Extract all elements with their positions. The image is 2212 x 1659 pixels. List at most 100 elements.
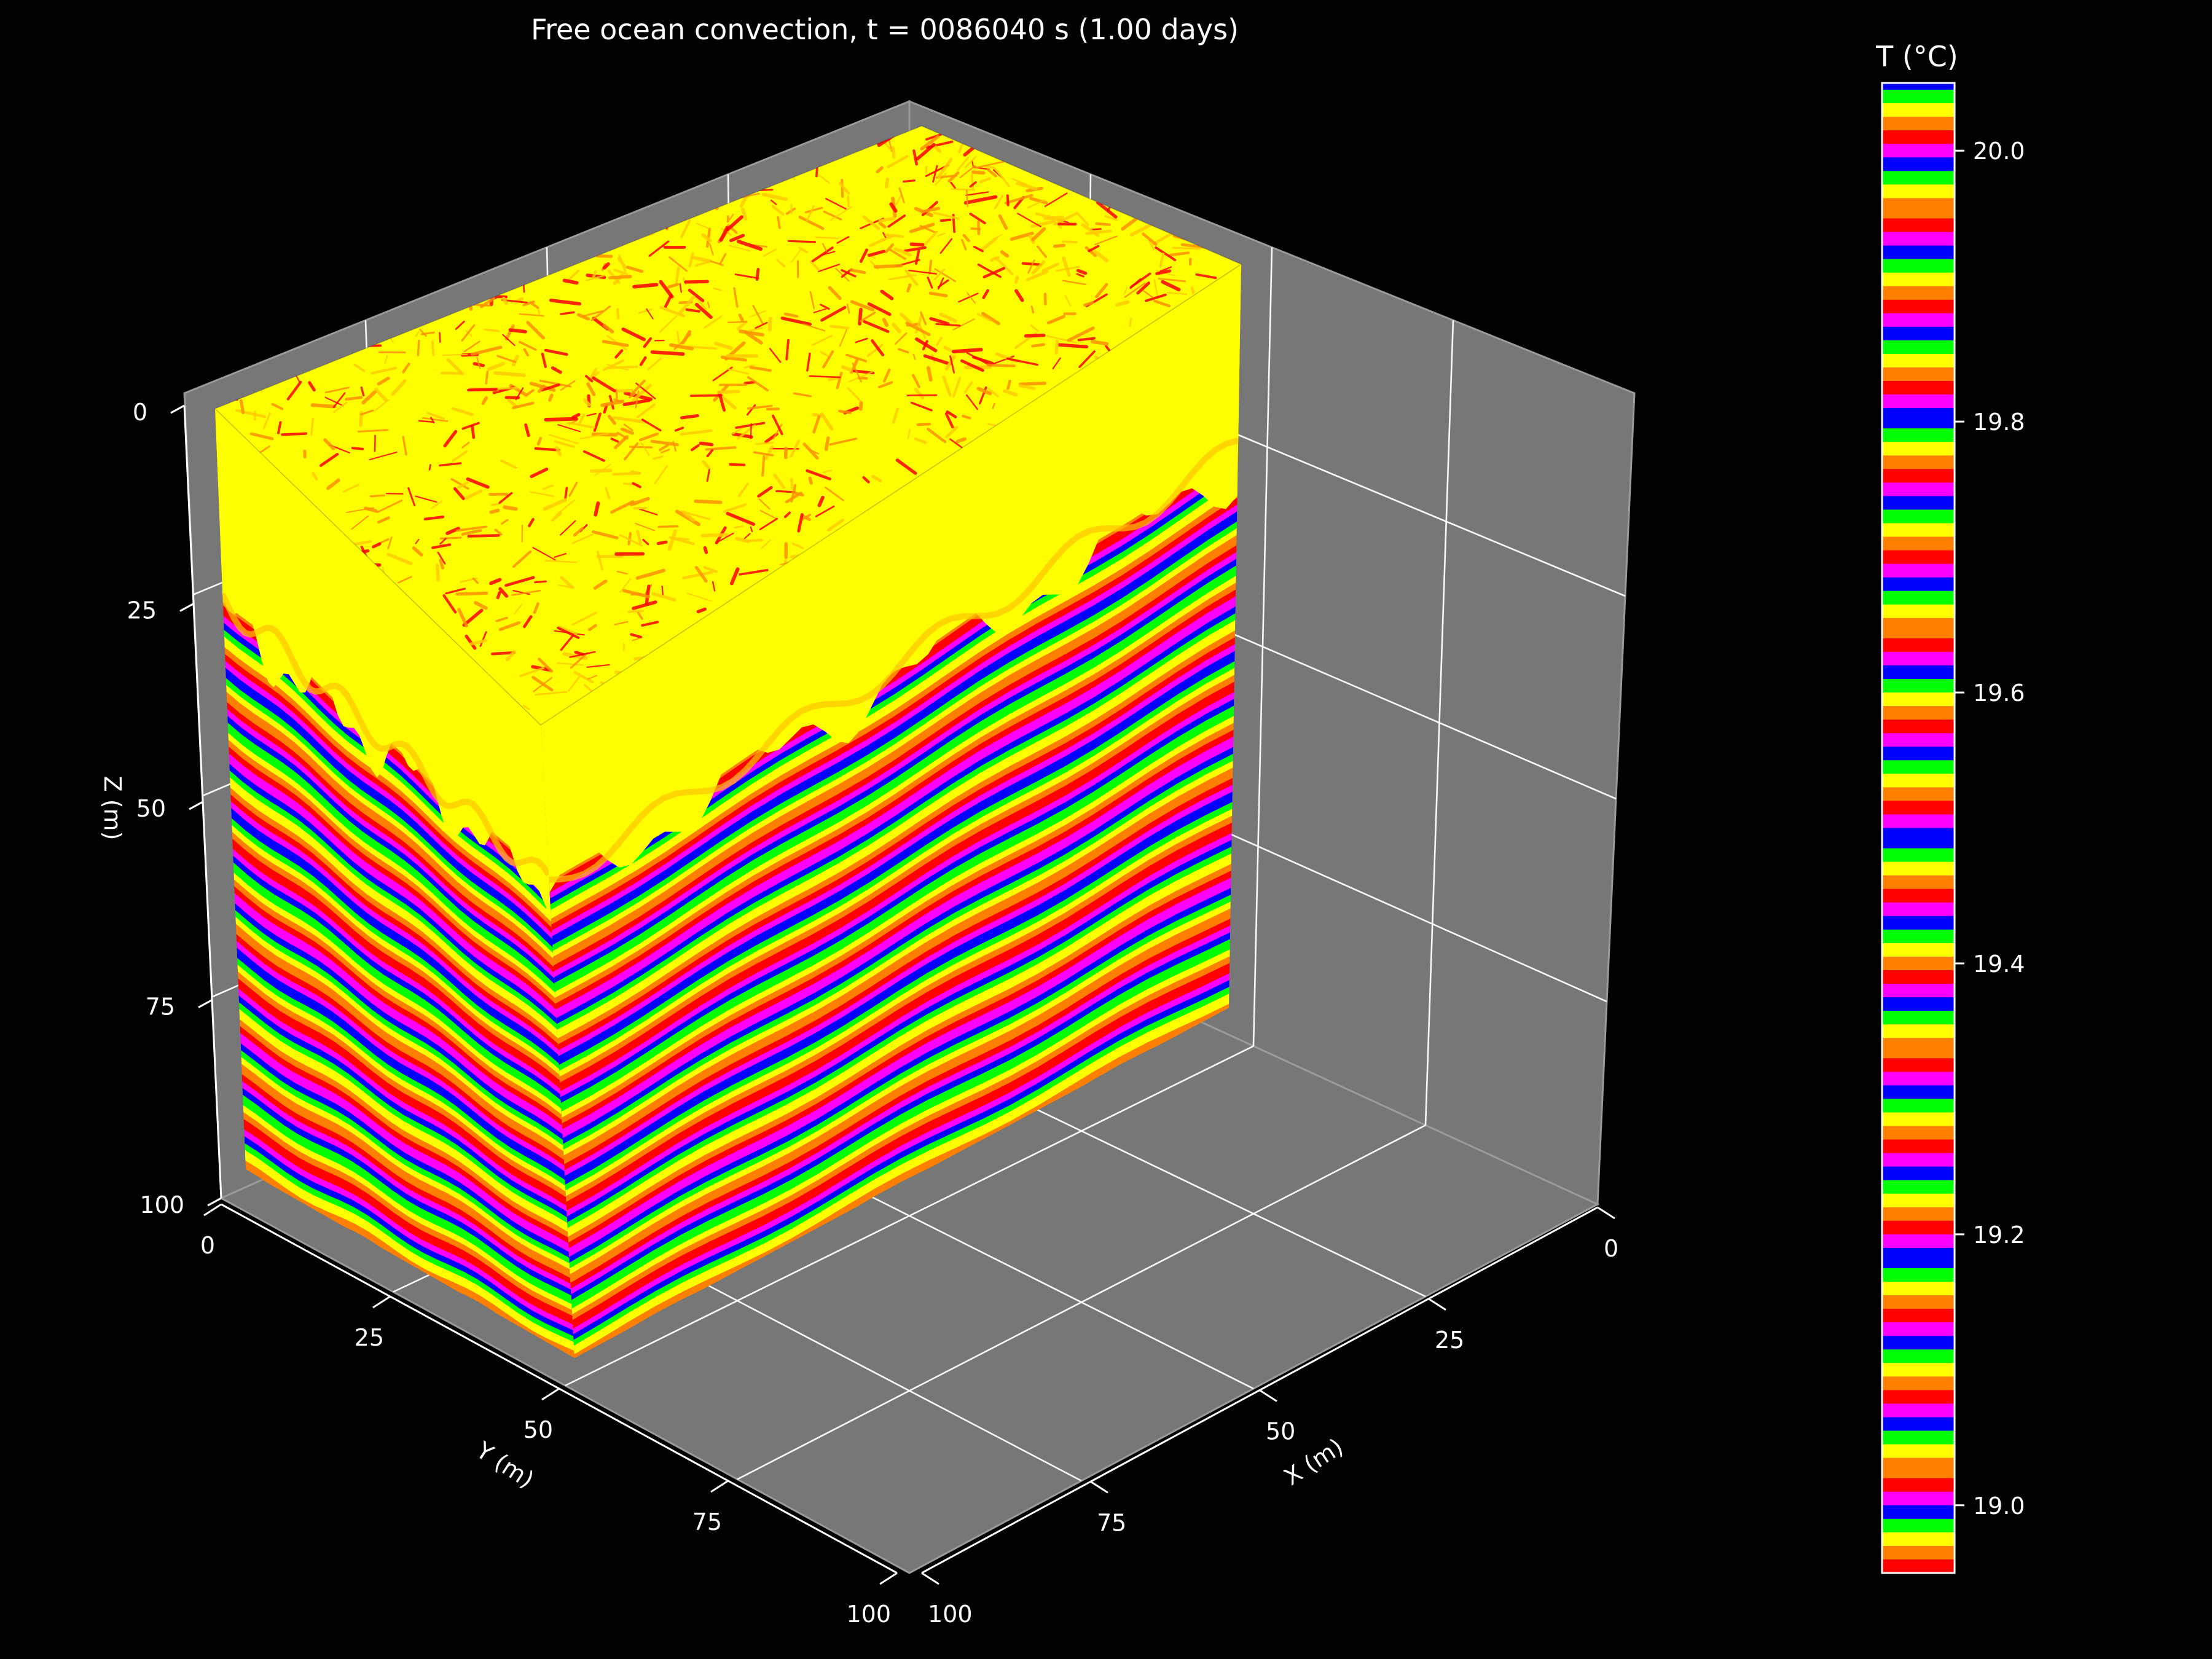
colorbar-band (1882, 299, 1955, 307)
surface-plume (523, 348, 530, 357)
surface-plume (1041, 262, 1060, 272)
temperature-band (243, 1094, 571, 1300)
colorbar-band (1882, 970, 1955, 978)
surface-plume (1151, 230, 1176, 246)
surface-plume (656, 540, 668, 546)
colorbar-band (1882, 550, 1955, 558)
temperature-band (572, 963, 1230, 1324)
temperature-band (235, 910, 563, 1144)
surface-plume (1019, 382, 1047, 386)
surface-plume (484, 328, 500, 332)
colorbar-band (1882, 828, 1955, 836)
surface-plume (636, 530, 642, 544)
surface-plume (734, 525, 743, 529)
colorbar-band (1882, 388, 1955, 395)
surface-plume (586, 412, 597, 417)
temperature-band (238, 998, 567, 1219)
colorbar-stripes (1882, 83, 1955, 1574)
temperature-band (243, 1112, 573, 1314)
surface-plume (798, 246, 808, 254)
surface-plume (636, 403, 656, 418)
surface-plume (791, 543, 804, 549)
surface-plume (426, 412, 445, 420)
surface-plume (860, 312, 876, 323)
surface-plume (1148, 240, 1155, 251)
colorbar-band (1882, 157, 1955, 165)
colorbar-band (1882, 1004, 1955, 1011)
temperature-band (242, 1088, 571, 1294)
surface-plume (554, 552, 567, 558)
temperature-band (227, 702, 554, 971)
surface-plume (928, 259, 933, 275)
surface-plume (461, 441, 470, 449)
colorbar-band (1882, 530, 1955, 538)
surface-plume (841, 365, 852, 372)
surface-plume (790, 249, 801, 264)
temperature-band (234, 882, 562, 1121)
temperature-band (558, 644, 1235, 1055)
chart-title: Free ocean convection, t = 0086040 s (1.… (531, 13, 1239, 46)
surface-plume (539, 379, 571, 388)
colorbar-band (1882, 1457, 1955, 1465)
surface-plume (620, 427, 635, 435)
surface-plume (971, 170, 986, 175)
colorbar-band (1882, 956, 1955, 964)
surface-plume (892, 323, 901, 334)
surface-plume (470, 345, 503, 356)
surface-plume (569, 651, 596, 658)
temperature-band (559, 657, 1235, 1067)
surface-plume (952, 348, 983, 354)
surface-plume (557, 662, 584, 666)
temperature-band (571, 932, 1230, 1299)
surface-plume (615, 388, 618, 399)
surface-plume (758, 498, 771, 510)
surface-plume (1077, 213, 1089, 226)
colorbar-band (1882, 1058, 1955, 1066)
colorbar-band (1882, 1316, 1955, 1323)
temperature-band (237, 944, 565, 1173)
y-axis-tick (203, 1203, 222, 1217)
colorbar-band (1882, 523, 1955, 531)
colorbar-band (1882, 449, 1955, 457)
temperature-band (562, 733, 1234, 1131)
surface-plume (928, 291, 948, 297)
surface-plume (887, 214, 906, 228)
temperature-band (238, 978, 567, 1202)
temperature-band (237, 968, 566, 1193)
colorbar-band (1882, 780, 1955, 788)
surface-plume (418, 420, 434, 423)
surface-plume (654, 465, 668, 485)
surface-plume (498, 587, 509, 598)
surface-plume (826, 519, 844, 532)
surface-plume (377, 377, 390, 386)
temperature-band (241, 1057, 570, 1268)
x-axis-tick-label: 100 (928, 1601, 973, 1628)
temperature-band (239, 1009, 568, 1228)
surface-plume (534, 447, 561, 452)
surface-plume (757, 485, 773, 498)
colorbar-band (1882, 909, 1955, 917)
colorbar-band (1882, 557, 1955, 565)
colorbar-tick-label: 19.0 (1973, 1492, 2025, 1520)
surface-plume (564, 487, 568, 500)
surface-plume (513, 603, 523, 615)
surface-plume (653, 455, 664, 460)
surface-plume (1061, 240, 1078, 243)
surface-plume (466, 477, 490, 489)
surface-plume (453, 487, 465, 500)
surface-plume (820, 351, 829, 357)
colorbar-band (1882, 902, 1955, 910)
temperature-band (567, 853, 1232, 1233)
surface-plume (836, 371, 843, 390)
colorbar-band (1882, 191, 1955, 199)
x-axis-tick (1090, 1480, 1108, 1494)
temperature-band (227, 705, 554, 975)
surface-plume (512, 550, 532, 568)
surface-plume (898, 187, 905, 203)
colorbar-band (1882, 1566, 1955, 1574)
surface-plume (537, 307, 541, 315)
temperature-band (555, 592, 1236, 1011)
surface-plume (1053, 211, 1079, 226)
temperature-band (238, 995, 567, 1216)
colorbar-band (1882, 110, 1955, 117)
